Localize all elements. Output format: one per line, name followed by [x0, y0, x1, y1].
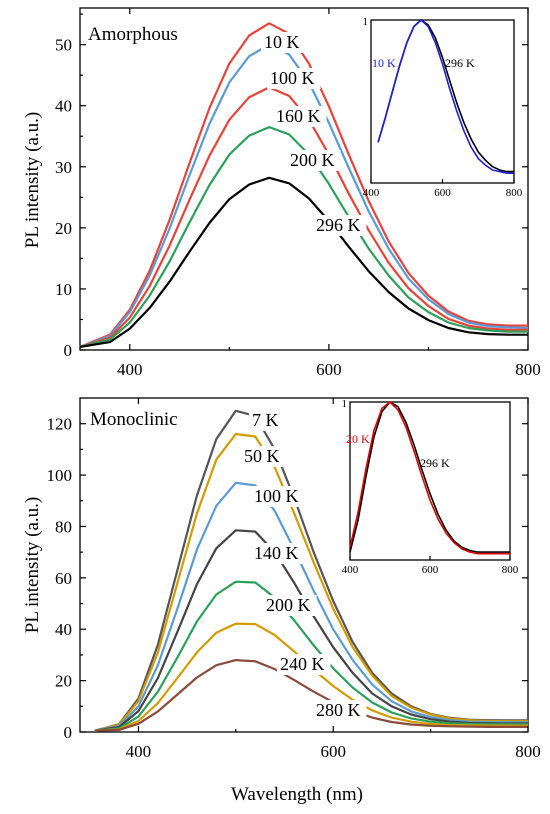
monoclinic-label-100-k: 100 K — [254, 486, 299, 506]
monoclinic-x-tick-label: 600 — [320, 742, 346, 761]
monoclinic-curve-labels: 7 K 50 K 100 K 140 K 200 K 240 K 280 K — [241, 410, 367, 721]
amorphous-inset-x-tick-label: 800 — [506, 187, 523, 199]
amorphous-label-160-k: 160 K — [276, 106, 321, 126]
monoclinic-y-tick-label: 60 — [55, 569, 72, 588]
monoclinic-x-tick-label: 800 — [515, 742, 541, 761]
monoclinic-y-tick-label: 0 — [64, 723, 73, 742]
amorphous-label-bg — [261, 32, 305, 53]
amorphous-ticks: 400 600 800 0 10 20 30 40 50 — [55, 8, 541, 379]
amorphous-y-tick-label: 30 — [55, 158, 72, 177]
monoclinic-label-7-k: 7 K — [252, 410, 279, 430]
amorphous-inset: 400 600 800 1 10 K 296 K — [363, 16, 523, 199]
amorphous-y-tick-label: 50 — [55, 36, 72, 55]
monoclinic-y-tick-label: 20 — [55, 672, 72, 691]
amorphous-inset-x-tick-label: 600 — [434, 187, 451, 199]
amorphous-series-10-k — [79, 22, 528, 348]
monoclinic-label-bg — [249, 410, 284, 431]
monoclinic-y-tick-label: 40 — [55, 620, 72, 639]
monoclinic-label-bg — [313, 700, 367, 721]
monoclinic-label-bg — [251, 543, 305, 564]
monoclinic-inset-y-tick-label: 1 — [342, 398, 348, 410]
amorphous-inset-label-10-k: 10 K — [372, 56, 396, 70]
amorphous-label-bg — [313, 215, 367, 236]
monoclinic-inset-series-296-k — [349, 400, 510, 553]
monoclinic-inset-x-tick-label: 400 — [342, 564, 359, 576]
amorphous-label-296-k: 296 K — [316, 215, 361, 235]
monoclinic-label-240-k: 240 K — [280, 654, 325, 674]
amorphous-x-tick-label: 400 — [117, 360, 143, 379]
amorphous-y-tick-label: 0 — [64, 341, 73, 360]
amorphous-label-bg — [273, 106, 327, 127]
monoclinic-x-tick-label: 400 — [126, 742, 152, 761]
monoclinic-y-tick-label: 80 — [55, 517, 72, 536]
amorphous-label-10-k: 10 K — [264, 32, 300, 52]
monoclinic-inset-series-20-k — [349, 400, 510, 555]
monoclinic-label-140-k: 140 K — [254, 543, 299, 563]
monoclinic-panel-title: Monoclinic — [90, 409, 178, 430]
monoclinic-inset-x-tick-label: 600 — [422, 564, 439, 576]
amorphous-inset-label-296-k: 296 K — [445, 56, 475, 70]
x-axis-title: Wavelength (nm) — [231, 784, 363, 805]
monoclinic-label-bg — [251, 486, 305, 507]
amorphous-plot-frame — [79, 7, 529, 351]
amorphous-inset-y-tick-label: 1 — [363, 16, 369, 28]
monoclinic-inset-x-tick-label: 800 — [502, 564, 519, 576]
monoclinic-label-bg — [263, 595, 317, 616]
amorphous-series-296-k — [79, 176, 528, 348]
amorphous-y-tick-label: 10 — [55, 280, 72, 299]
monoclinic-series-200-k — [94, 580, 528, 732]
amorphous-label-100-k: 100 K — [270, 68, 315, 88]
monoclinic-inset-bg — [350, 402, 510, 560]
monoclinic-y-tick-label: 120 — [47, 415, 73, 434]
monoclinic-curves — [94, 409, 528, 732]
monoclinic-label-200-k: 200 K — [266, 595, 311, 615]
amorphous-inset-bg — [371, 20, 514, 183]
amorphous-x-tick-label: 800 — [515, 360, 541, 379]
amorphous-y-axis-title: PL intensity (a.u.) — [22, 112, 43, 249]
amorphous-y-tick-label: 20 — [55, 219, 72, 238]
monoclinic-series-100-k — [94, 481, 528, 732]
monoclinic-label-280-k: 280 K — [316, 700, 361, 720]
monoclinic-inset: 400 600 800 1 20 K 296 K — [342, 398, 519, 576]
monoclinic-plot-frame — [79, 397, 529, 733]
monoclinic-y-axis-title: PL intensity (a.u.) — [22, 497, 43, 634]
monoclinic-ticks: 400 600 800 0 20 40 60 80 100 120 — [47, 398, 541, 761]
monoclinic-series-280-k — [94, 658, 528, 732]
monoclinic-panel: 400 600 800 0 20 40 60 80 100 120 Monoclinic PL i… — [22, 397, 541, 805]
monoclinic-y-tick-label: 100 — [47, 466, 73, 485]
amorphous-panel: 400 600 800 0 10 20 30 40 50 Amorphous PL intens… — [22, 7, 541, 379]
monoclinic-label-bg — [241, 446, 285, 467]
monoclinic-label-50-k: 50 K — [244, 446, 280, 466]
amorphous-label-200-k: 200 K — [290, 150, 335, 170]
amorphous-y-tick-label: 40 — [55, 97, 72, 116]
amorphous-inset-x-tick-label: 400 — [363, 187, 380, 199]
amorphous-label-bg — [267, 68, 321, 89]
amorphous-label-bg — [287, 150, 341, 171]
monoclinic-series-50-k — [94, 432, 528, 732]
monoclinic-series-140-k — [94, 529, 528, 732]
amorphous-panel-title: Amorphous — [88, 24, 178, 45]
amorphous-curve-labels: 10 K 100 K 160 K 200 K 296 K — [261, 32, 367, 236]
monoclinic-inset-label-296-k: 296 K — [420, 456, 450, 470]
amorphous-inset-series-10-k — [377, 18, 514, 174]
amorphous-x-tick-label: 600 — [316, 360, 342, 379]
monoclinic-inset-label-20-k: 20 K — [346, 432, 370, 446]
monoclinic-label-bg — [277, 654, 331, 675]
